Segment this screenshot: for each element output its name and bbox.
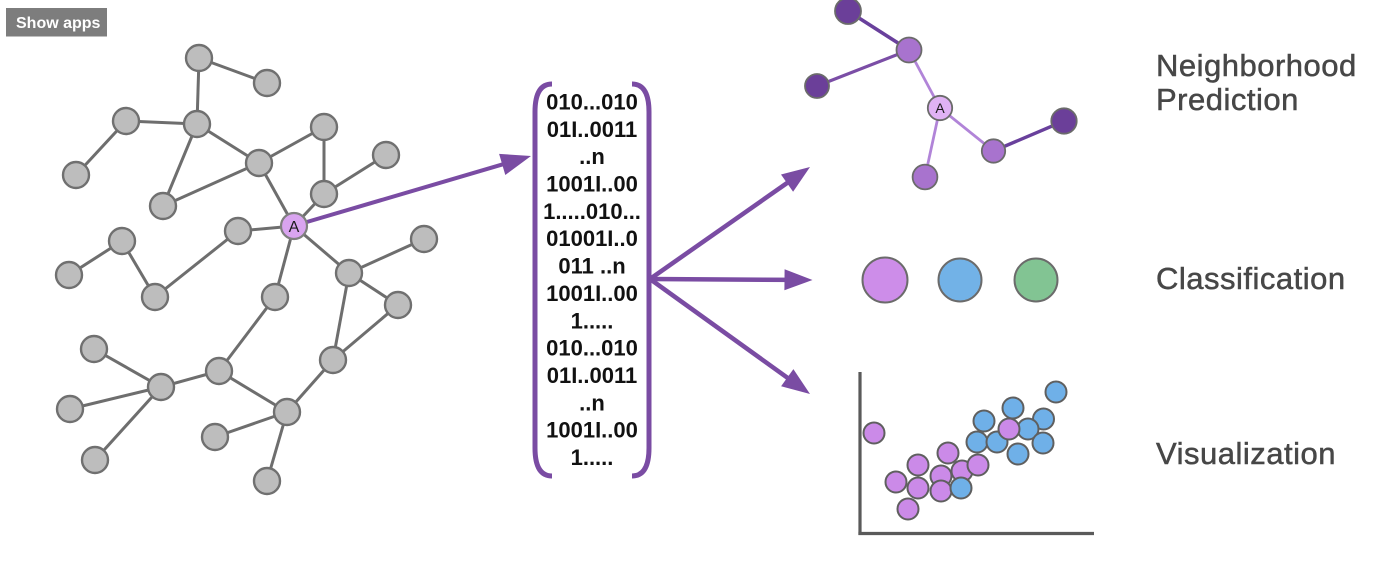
svg-text:A: A (289, 219, 300, 236)
svg-text:..n: ..n (579, 144, 605, 169)
svg-text:01I..0011: 01I..0011 (547, 363, 638, 388)
svg-text:Visualization: Visualization (1156, 436, 1336, 471)
svg-text:1001I..00: 1001I..00 (546, 418, 638, 443)
svg-text:..n: ..n (579, 390, 605, 415)
svg-text:010...010: 010...010 (546, 336, 638, 361)
svg-text:01001I..0: 01001I..0 (546, 226, 638, 251)
svg-text:Prediction: Prediction (1156, 82, 1299, 117)
svg-text:01I..0011: 01I..0011 (547, 117, 638, 142)
svg-text:A: A (935, 100, 945, 116)
svg-text:Show apps: Show apps (16, 15, 101, 32)
svg-text:011 ..n: 011 ..n (558, 254, 625, 279)
svg-text:1001I..00: 1001I..00 (546, 172, 638, 197)
svg-text:1.....010...: 1.....010... (543, 199, 641, 224)
svg-text:Classification: Classification (1156, 261, 1346, 296)
svg-text:1001I..00: 1001I..00 (546, 281, 638, 306)
svg-text:010...010: 010...010 (546, 90, 638, 115)
svg-text:Neighborhood: Neighborhood (1156, 48, 1357, 83)
svg-text:1.....: 1..... (571, 308, 614, 333)
svg-text:1.....: 1..... (571, 445, 614, 470)
